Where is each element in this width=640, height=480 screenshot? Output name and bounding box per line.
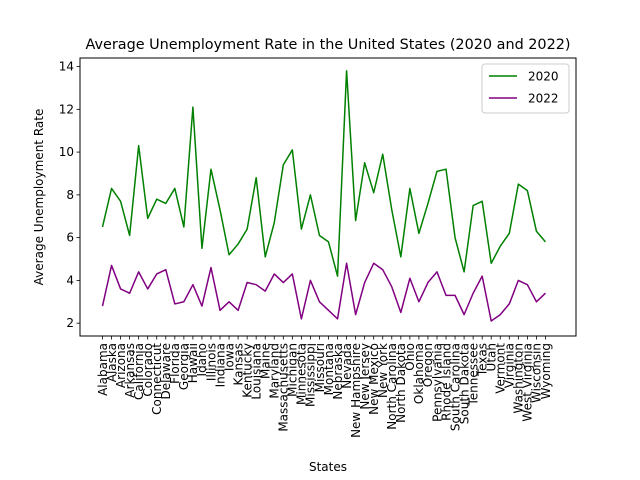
plot-area [103,71,546,321]
y-tick-label: 4 [66,273,74,287]
legend: 2020 2022 [482,64,569,113]
x-tick-label: Wyoming [539,343,553,399]
series-line-2020 [103,71,546,276]
y-tick-label: 6 [66,231,74,245]
legend-label-2020: 2020 [528,70,559,84]
x-axis-label: States [309,460,347,474]
legend-label-2022: 2022 [528,92,559,106]
chart-title: Average Unemployment Rate in the United … [85,37,570,53]
x-axis: AlabamaAlaskaArizonaArkansasCaliforniaCo… [96,336,553,438]
y-axis: 2 4 6 8 10 12 14 [59,60,80,331]
y-axis-label: Average Unemployment Rate [32,109,46,286]
y-tick-label: 14 [59,60,74,74]
series-line-2022 [103,263,546,321]
y-tick-label: 12 [59,102,74,116]
y-tick-label: 10 [59,145,74,159]
y-tick-label: 8 [66,188,74,202]
y-tick-label: 2 [66,316,74,330]
